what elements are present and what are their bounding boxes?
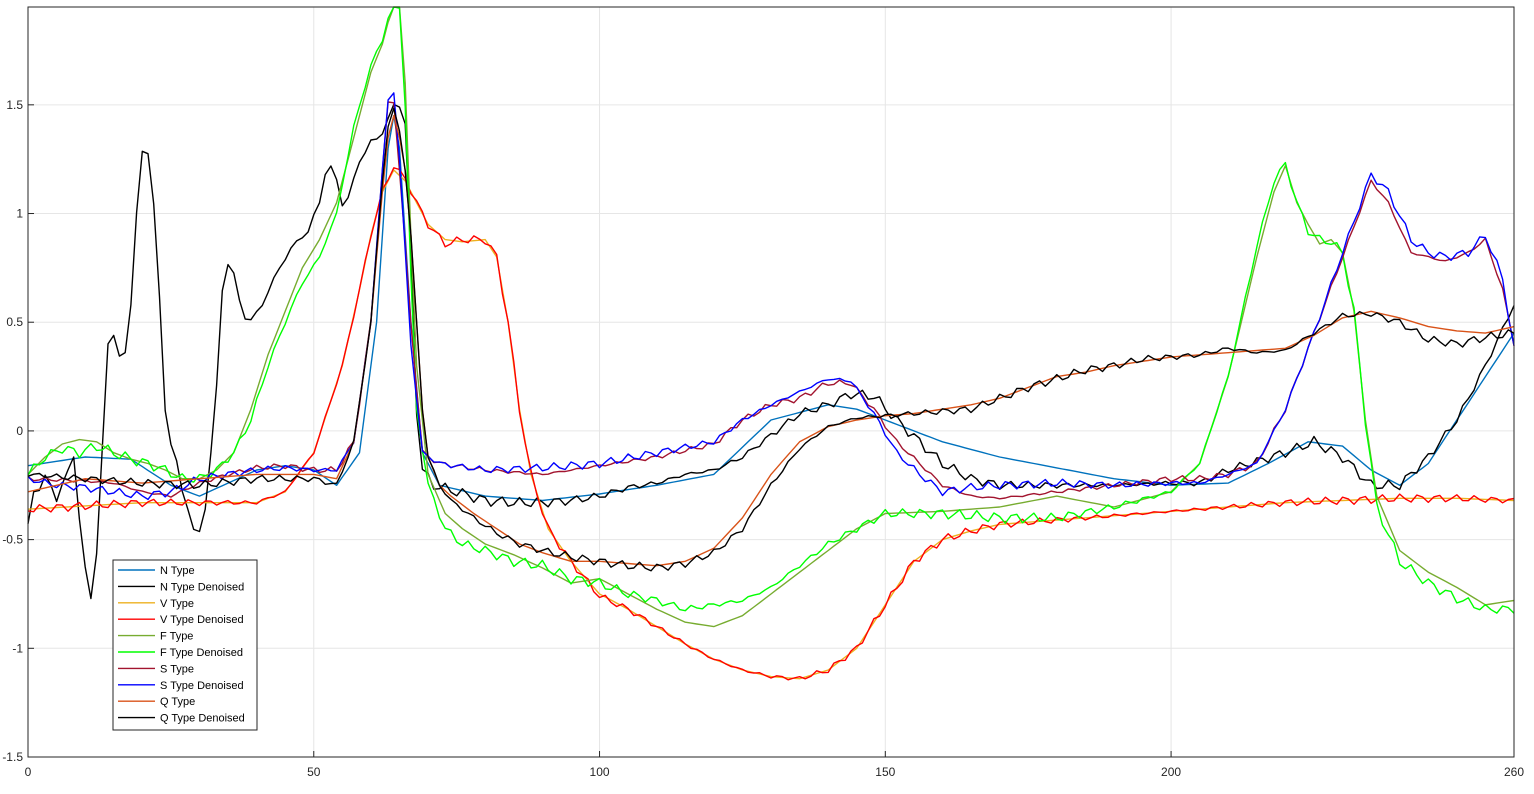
series-line-n-type-denoised [27,103,1515,600]
legend-label: F Type [160,631,193,643]
legend: N Type N Type Denoised V Type V Type Denois… [112,559,258,731]
y-tick-label: 0.5 [6,315,23,329]
legend-label: Q Type [160,696,195,708]
series-line-q-type-denoised [27,107,1515,572]
series-line-n-type [27,115,1515,502]
legend-label: N Type Denoised [160,581,244,593]
legend-label: Q Type Denoised [160,713,245,725]
plot-background [28,7,1514,757]
plot-frame [27,6,1515,758]
y-tick-label: -1 [12,641,23,655]
x-tick-label: 260 [1504,765,1524,779]
y-tick-label: -0.5 [2,533,23,547]
legend-label: V Type [160,598,194,610]
legend-label: F Type Denoised [160,647,243,659]
x-tick-label: 150 [875,765,895,779]
legend-label: N Type [160,565,195,577]
y-tick-label: 1.5 [6,98,23,112]
x-tick-label: 100 [590,765,610,779]
y-tick-label: 0 [16,424,23,438]
series-line-s-type-denoised [27,92,1515,501]
series-lines [27,6,1515,681]
legend-label: V Type Denoised [160,614,244,626]
legend-label: S Type Denoised [160,680,244,692]
legend-label: S Type [160,663,194,675]
series-line-f-type [27,6,1515,628]
y-tick-label: 1 [16,207,23,221]
series-line-f-type-denoised [27,6,1515,614]
axis-ticks: 0 50 100 150 200 260 -1.5 -1 -0.5 0 0.5 1 1.5 [2,98,1524,779]
x-tick-label: 50 [307,765,321,779]
x-tick-label: 200 [1161,765,1181,779]
x-tick-label: 0 [25,765,32,779]
series-line-v-type-denoised [27,167,1515,681]
y-tick-label: -1.5 [2,750,23,764]
series-line-q-type [27,115,1515,567]
